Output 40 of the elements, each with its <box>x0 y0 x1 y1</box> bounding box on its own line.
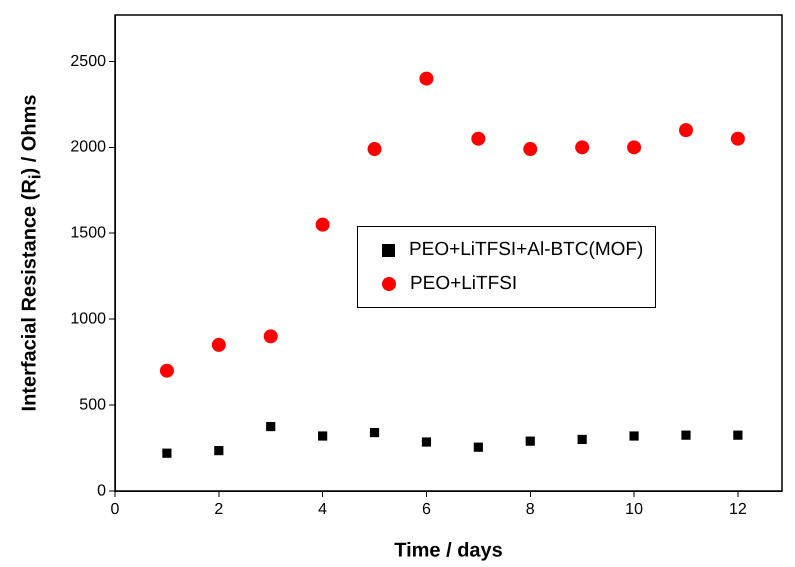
point <box>575 140 590 154</box>
point <box>471 132 486 146</box>
x-tick-label: 0 <box>110 501 120 518</box>
x-tick-label: 4 <box>318 501 328 518</box>
y-tick-label: 1000 <box>70 310 106 328</box>
point <box>526 436 535 446</box>
legend-label: PEO+LiTFSI <box>410 273 518 295</box>
point <box>316 218 330 232</box>
point <box>368 142 382 156</box>
point <box>523 142 538 156</box>
point <box>264 329 278 344</box>
x-tick-label: 12 <box>728 501 747 518</box>
point <box>419 72 434 86</box>
point <box>681 430 691 440</box>
legend-label: PEO+LiTFSI+Al-BTC(MOF) <box>409 239 644 261</box>
x-tick-label: 6 <box>422 501 431 518</box>
y-tick-label: 2500 <box>70 52 106 70</box>
point <box>160 364 174 378</box>
point <box>370 428 380 438</box>
point <box>629 431 639 441</box>
point <box>162 448 172 458</box>
point <box>730 132 745 146</box>
y-tick-label: 500 <box>79 396 106 414</box>
y-tick-label: 0 <box>97 482 106 500</box>
point <box>212 338 226 352</box>
point <box>733 430 742 440</box>
x-tick-label: 2 <box>214 501 224 518</box>
point <box>627 140 642 154</box>
point <box>266 422 276 432</box>
y-tick-label: 1500 <box>70 224 106 242</box>
point <box>422 437 432 447</box>
point <box>678 123 693 138</box>
point <box>214 446 224 456</box>
point <box>318 431 328 441</box>
x-tick-label: 8 <box>526 501 535 518</box>
point <box>474 442 483 452</box>
y-tick-label: 2000 <box>70 138 106 156</box>
x-axis-title: Time / days <box>394 540 503 562</box>
point <box>578 434 587 444</box>
x-tick-label: 10 <box>625 501 644 518</box>
